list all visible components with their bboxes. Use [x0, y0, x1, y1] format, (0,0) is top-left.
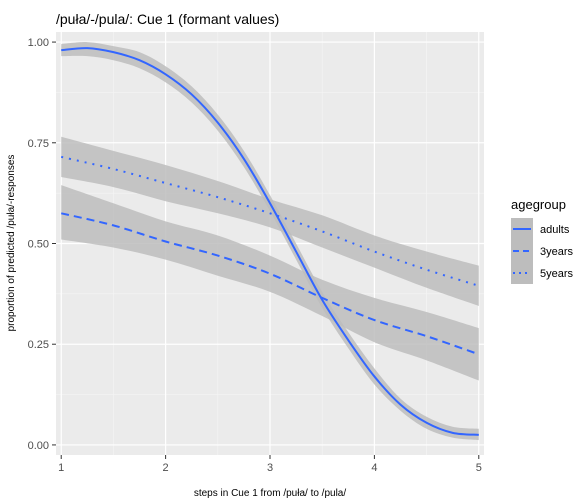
- legend-label-5years: 5years: [540, 268, 574, 280]
- y-tick-label: 0.00: [28, 440, 49, 452]
- series-line-5years: [60, 155, 480, 287]
- confidence-band-5years: [61, 136, 479, 306]
- x-axis: 1 2 3 4 5: [58, 455, 482, 474]
- legend: agegroup adults 3years 5years: [511, 197, 574, 284]
- series-line-adults: [61, 47, 479, 436]
- series-line-3years: [60, 212, 480, 356]
- legend-key-bg-5years: [511, 262, 533, 284]
- y-tick-label: 0.50: [28, 239, 49, 251]
- legend-title: agegroup: [511, 197, 566, 212]
- x-tick-label: 1: [58, 462, 64, 474]
- y-tick-label: 1.00: [28, 37, 49, 49]
- x-tick-label: 2: [163, 462, 169, 474]
- y-tick-label: 0.75: [28, 138, 49, 150]
- y-axis: 0.00 0.25 0.50 0.75 1.00: [28, 37, 56, 452]
- confidence-band-3years: [61, 185, 479, 381]
- y-axis-title: proportion of predicted /puła/-responses: [6, 155, 17, 332]
- chart-title: /puła/-/pula/: Cue 1 (formant values): [56, 11, 279, 27]
- x-tick-label: 3: [267, 462, 273, 474]
- series-lines: [60, 47, 480, 436]
- x-tick-label: 5: [476, 462, 482, 474]
- y-tick-label: 0.25: [28, 339, 49, 351]
- x-axis-title: steps in Cue 1 from /puła/ to /pula/: [194, 488, 347, 499]
- x-tick-label: 4: [371, 462, 377, 474]
- legend-key-bg-3years: [511, 240, 533, 262]
- confidence-bands: [61, 42, 479, 441]
- legend-label-3years: 3years: [540, 246, 574, 258]
- legend-label-adults: adults: [540, 224, 570, 236]
